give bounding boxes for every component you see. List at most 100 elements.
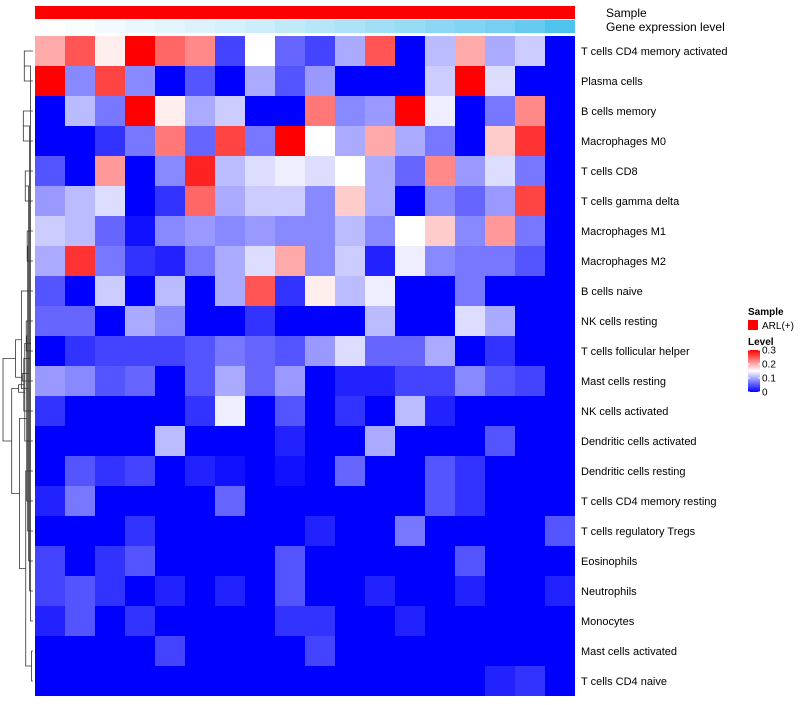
heatmap-cell [95, 186, 125, 216]
sample-track-cell [485, 6, 515, 19]
heatmap-cell [425, 516, 455, 546]
dendrogram-branch [24, 343, 33, 442]
heatmap-cell [245, 186, 275, 216]
heatmap-cell [395, 36, 425, 66]
heatmap-cell [545, 546, 575, 576]
heatmap-cell [305, 216, 335, 246]
heatmap-cell [125, 606, 155, 636]
heatmap-cell [485, 156, 515, 186]
row-label: T cells CD8 [581, 166, 638, 178]
heatmap-cell [155, 576, 185, 606]
heatmap-cell [365, 126, 395, 156]
heatmap-cell [215, 486, 245, 516]
heatmap-cell [65, 516, 95, 546]
heatmap-cell [155, 396, 185, 426]
heatmap-cell [455, 456, 485, 486]
legend-sample-title: Sample [748, 307, 784, 318]
heatmap-cell [425, 246, 455, 276]
heatmap-cell [155, 426, 185, 456]
heatmap-cell [395, 216, 425, 246]
heatmap-cell [155, 246, 185, 276]
heatmap-cell [185, 666, 215, 696]
heatmap-cell [545, 456, 575, 486]
heatmap-cell [35, 336, 65, 366]
heatmap-cell [515, 666, 545, 696]
heatmap-cell [515, 576, 545, 606]
heatmap-cell [95, 666, 125, 696]
heatmap-cell [305, 276, 335, 306]
heatmap-cell [515, 66, 545, 96]
heatmap-cell [335, 666, 365, 696]
heatmap-cell [275, 576, 305, 606]
heatmap-cell [455, 216, 485, 246]
heatmap-cell [185, 606, 215, 636]
heatmap-cell [425, 606, 455, 636]
heatmap-cell [485, 66, 515, 96]
heatmap-cell [365, 276, 395, 306]
heatmap-cell [215, 66, 245, 96]
heatmap-cell [545, 126, 575, 156]
heatmap-cell [125, 396, 155, 426]
heatmap-cell [545, 366, 575, 396]
heatmap-cell [545, 216, 575, 246]
heatmap-cell [335, 36, 365, 66]
heatmap-cell [245, 456, 275, 486]
heatmap-cell [35, 216, 65, 246]
heatmap-cell [305, 66, 335, 96]
heatmap-cell [245, 36, 275, 66]
heatmap-cell [395, 126, 425, 156]
heatmap-cell [125, 246, 155, 276]
heatmap-cell [275, 96, 305, 126]
heatmap-cell [245, 306, 275, 336]
sample-track-cell [125, 6, 155, 19]
heatmap-cell [305, 306, 335, 336]
heatmap-cell [515, 216, 545, 246]
heatmap-cell [425, 126, 455, 156]
heatmap-cell [305, 486, 335, 516]
heatmap-cell [185, 276, 215, 306]
dendrogram-branch [20, 290, 33, 389]
heatmap-cell [245, 276, 275, 306]
heatmap-cell [335, 156, 365, 186]
row-label: T cells follicular helper [581, 346, 690, 358]
heatmap-cell [425, 366, 455, 396]
heatmap-cell [395, 186, 425, 216]
heatmap-cell [215, 216, 245, 246]
heatmap-cell [275, 636, 305, 666]
heatmap-cell [215, 636, 245, 666]
heatmap-cell [455, 186, 485, 216]
heatmap-cell [95, 216, 125, 246]
heatmap-cell [65, 366, 95, 396]
heatmap-cell [215, 456, 245, 486]
legend-tick-label: 0 [762, 388, 768, 399]
heatmap-cell [545, 336, 575, 366]
heatmap-cell [185, 216, 215, 246]
heatmap-cell [305, 516, 335, 546]
heatmap-cell [155, 96, 185, 126]
heatmap-cell [275, 456, 305, 486]
heatmap-cell [185, 516, 215, 546]
heatmap-cell [35, 366, 65, 396]
heatmap-cell [365, 576, 395, 606]
dendrogram-branch [25, 185, 33, 562]
heatmap-cell [515, 336, 545, 366]
heatmap-cell [485, 336, 515, 366]
heatmap-cell [245, 426, 275, 456]
heatmap-cell [245, 486, 275, 516]
gene-expression-track-cell [305, 20, 335, 33]
heatmap-cell [245, 96, 275, 126]
heatmap-cell [365, 426, 395, 456]
heatmap-cell [365, 606, 395, 636]
gene-expression-track-cell [155, 20, 185, 33]
heatmap-cell [65, 36, 95, 66]
heatmap-cell [65, 336, 95, 366]
heatmap-cell [305, 36, 335, 66]
heatmap-cell [155, 606, 185, 636]
heatmap-cell [515, 606, 545, 636]
legend-colorbar [748, 350, 760, 392]
heatmap-cell [95, 576, 125, 606]
heatmap-cell [305, 576, 335, 606]
heatmap-cell [305, 156, 335, 186]
heatmap-cell [125, 516, 155, 546]
heatmap-cell [395, 516, 425, 546]
